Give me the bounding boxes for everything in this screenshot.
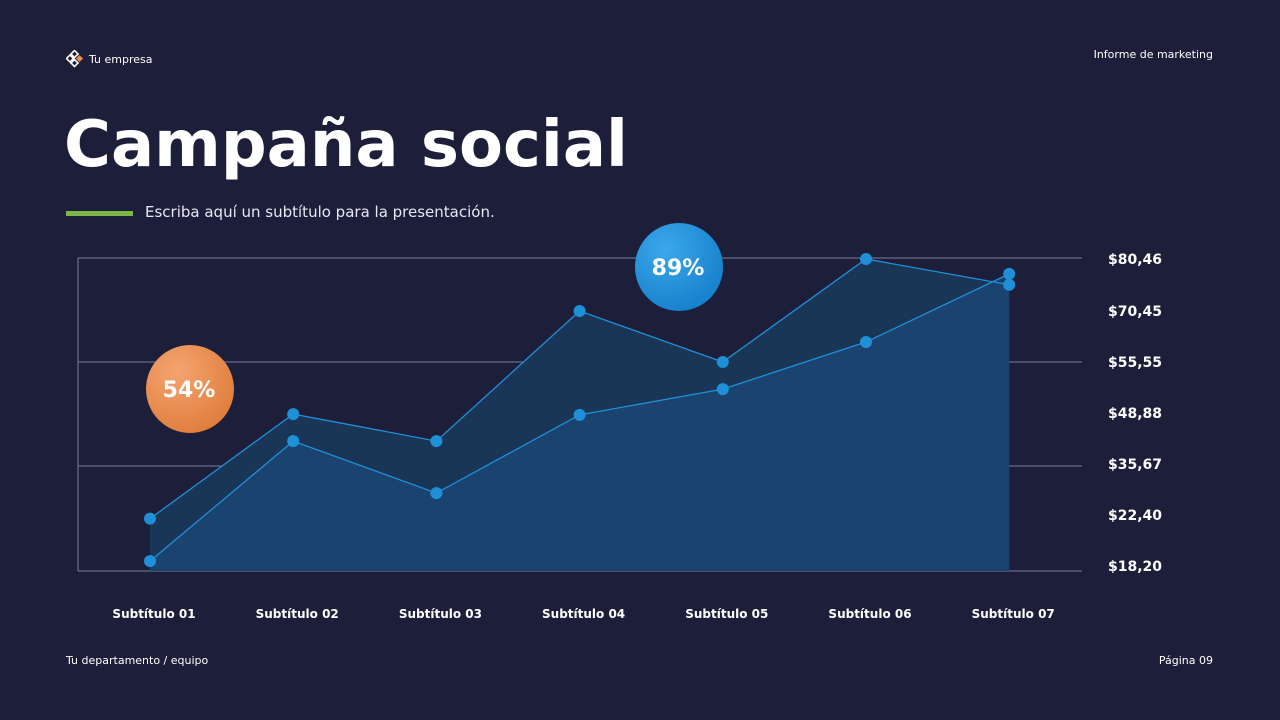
data-point xyxy=(287,435,300,448)
data-point xyxy=(144,555,156,568)
percent-bubble-label: 54% xyxy=(163,378,216,403)
data-point xyxy=(1003,278,1016,291)
data-point xyxy=(144,512,156,525)
data-point xyxy=(573,408,586,421)
percent-bubble xyxy=(635,223,723,311)
data-point xyxy=(573,305,586,317)
x-tick-label: Subtítulo 04 xyxy=(542,607,625,621)
data-point xyxy=(716,383,729,396)
accent-bar xyxy=(66,211,133,216)
company-logo: Tu empresa xyxy=(66,50,153,68)
y-tick-label: $22,40 xyxy=(1108,508,1162,524)
y-tick-label: $18,20 xyxy=(1108,559,1162,575)
company-name: Tu empresa xyxy=(89,52,153,66)
page-number: Página 09 xyxy=(1158,654,1213,667)
percent-bubble xyxy=(146,345,234,433)
x-tick-label: Subtítulo 02 xyxy=(256,607,339,621)
page-subtitle: Escriba aquí un subtítulo para la presen… xyxy=(145,203,495,221)
y-tick-label: $80,46 xyxy=(1108,252,1162,268)
x-tick-label: Subtítulo 03 xyxy=(399,607,482,621)
report-label: Informe de marketing xyxy=(1093,48,1213,61)
data-point xyxy=(287,408,300,421)
x-tick-label: Subtítulo 07 xyxy=(972,607,1055,621)
x-tick-label: Subtítulo 01 xyxy=(112,607,195,621)
series-area-2 xyxy=(150,273,1010,571)
percent-bubble-label: 89% xyxy=(652,256,705,281)
data-point xyxy=(860,335,872,348)
data-point xyxy=(716,356,729,368)
data-point xyxy=(1003,267,1016,280)
footer-department: Tu departamento / equipo xyxy=(66,654,209,667)
y-tick-label: $48,88 xyxy=(1108,406,1162,422)
x-tick-label: Subtítulo 06 xyxy=(828,607,911,621)
data-point xyxy=(430,487,443,500)
y-tick-label: $70,45 xyxy=(1108,304,1162,320)
y-tick-label: $55,55 xyxy=(1108,355,1162,371)
page-title: Campaña social xyxy=(64,108,628,182)
data-point xyxy=(860,253,872,265)
diamond-logo-icon xyxy=(66,50,84,68)
data-point xyxy=(430,435,443,448)
x-tick-label: Subtítulo 05 xyxy=(685,607,768,621)
y-tick-label: $35,67 xyxy=(1108,457,1162,473)
